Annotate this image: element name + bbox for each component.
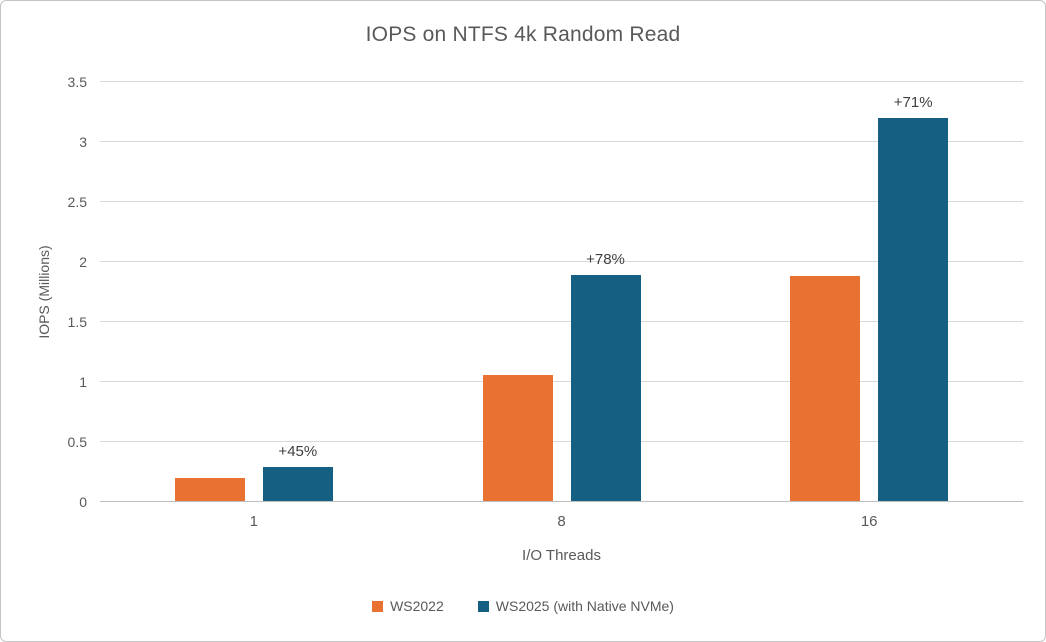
legend-item-ws2022: WS2022 xyxy=(372,598,444,614)
y-tick-label-2: 2 xyxy=(79,254,87,270)
bar-ws2022-threads-1 xyxy=(174,478,245,502)
legend-item-ws2025-with-native-nvme: WS2025 (with Native NVMe) xyxy=(477,598,674,614)
y-tick-label-3.5: 3.5 xyxy=(67,74,87,90)
bar-value-label: +45% xyxy=(278,443,318,461)
gridline-y-1.5 xyxy=(100,321,1023,322)
gridline-y-2 xyxy=(100,261,1023,262)
y-tick-label-1: 1 xyxy=(79,374,87,390)
bar-ws2025-with-native-nvme-threads-1: +45% xyxy=(262,443,333,502)
x-tick-label-16: 16 xyxy=(860,513,878,530)
y-axis-tick-labels: 0 0.5 1 1.5 2 2.5 3 3.5 xyxy=(1,74,89,510)
bar-value-label: +71% xyxy=(893,94,933,111)
x-tick-label-8: 8 xyxy=(557,513,566,530)
bar-group-1: +45% xyxy=(174,82,333,502)
legend-label: WS2022 xyxy=(390,598,444,614)
legend-swatch-icon xyxy=(477,600,489,612)
gridline-y-3.5 xyxy=(100,81,1023,82)
bar-ws2022-threads-16 xyxy=(790,276,861,502)
plot-area: +45% +78% +71% xyxy=(100,81,1023,502)
bar-ws2022-threads-8 xyxy=(482,374,553,502)
gridline-y-3 xyxy=(100,141,1023,142)
chart-title: IOPS on NTFS 4k Random Read xyxy=(365,23,681,46)
bar-ws2025-with-native-nvme-threads-16: +71% xyxy=(878,94,949,502)
y-tick-label-0: 0 xyxy=(79,494,87,510)
bar-ws2025-with-native-nvme-threads-8: +78% xyxy=(570,251,641,502)
legend-label: WS2025 (with Native NVMe) xyxy=(495,598,674,614)
legend-swatch-icon xyxy=(372,600,384,612)
bar-value-label: +78% xyxy=(586,251,625,269)
y-tick-label-2.5: 2.5 xyxy=(67,194,87,210)
x-axis-line xyxy=(100,501,1023,502)
gridline-y-0.5 xyxy=(100,441,1023,442)
bar-group-16: +71% xyxy=(790,82,949,502)
legend: WS2022 WS2025 (with Native NVMe) xyxy=(1,598,1045,614)
bar-group-8: +78% xyxy=(482,82,641,502)
gridline-y-1 xyxy=(100,381,1023,382)
x-tick-label-1: 1 xyxy=(249,513,258,530)
y-tick-label-3: 3 xyxy=(79,134,87,150)
y-tick-label-1.5: 1.5 xyxy=(67,314,87,330)
y-tick-label-0.5: 0.5 xyxy=(67,434,87,450)
x-axis-title: I/O Threads xyxy=(522,547,601,564)
gridline-y-2.5 xyxy=(100,201,1023,202)
